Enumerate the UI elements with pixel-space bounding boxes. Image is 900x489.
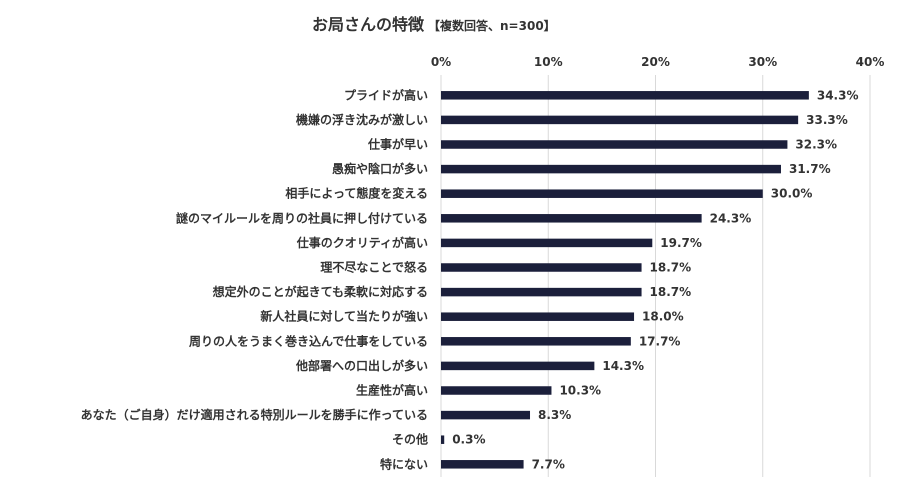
category-label: 仕事が早い [367,137,428,152]
category-label: 想定外のことが起きても柔軟に対応する [212,284,428,299]
x-tick-label: 0% [431,55,451,69]
data-label: 19.7% [660,236,702,250]
data-label: 8.3% [538,408,571,422]
bar [441,214,702,223]
category-labels: プライドが高い機嫌の浮き沈みが激しい仕事が早い愚痴や陰口が多い相手によって態度を… [81,87,428,471]
bar [441,238,653,248]
chart-subtitle: 【複数回答、n=300】 [428,18,556,33]
x-tick-label: 20% [641,55,670,69]
data-label: 0.3% [452,433,485,447]
category-label: プライドが高い [344,87,428,102]
bar [441,140,788,149]
x-axis-ticks: 0% 10% 20% 30% 40% [431,55,885,69]
bar [441,263,642,272]
x-tick-label: 40% [856,55,885,69]
value-labels: 34.3% 33.3% 32.3% 31.7% 30.0% 24.3% 19.7% 18.7%… [452,88,858,471]
bars [441,91,809,469]
category-label: 新人社員に対して当たりが強い [260,309,428,324]
category-label: 仕事のクオリティが高い [296,235,428,250]
data-label: 14.3% [602,359,644,373]
category-label: あなた（ご自身）だけ適用される特別ルールを勝手に作っている [81,407,428,422]
category-label: 理不尽なことで怒る [320,260,428,275]
data-label: 18.0% [642,310,684,324]
bar [441,312,635,321]
category-label: 特にない [380,456,428,471]
category-label: 機嫌の浮き沈みが激しい [296,112,428,127]
data-label: 34.3% [817,88,859,102]
category-label: 他部署への口出しが多い [295,358,428,373]
bar [441,460,524,469]
data-label: 18.7% [650,261,692,275]
data-label: 33.3% [806,113,848,127]
data-label: 17.7% [639,334,681,348]
chart-title-main: お局さんの特徴 [312,15,425,34]
data-label: 32.3% [795,138,837,152]
bar [441,386,552,395]
bar [441,115,799,125]
x-tick-label: 10% [534,55,563,69]
bar [441,337,631,346]
bar [441,91,809,100]
category-label: 愚痴や陰口が多い [332,161,428,176]
data-label: 24.3% [710,211,752,225]
category-label: その他 [392,432,428,447]
bar [441,410,531,420]
category-label: 謎のマイルールを周りの社員に押し付けている [176,210,428,225]
bar [441,287,642,297]
category-label: 生産性が高い [356,383,428,398]
bar [441,164,781,174]
bar [441,189,763,198]
x-tick-label: 30% [748,55,777,69]
chart-title: お局さんの特徴 【複数回答、n=300】 [312,15,556,34]
category-label: 周りの人をうまく巻き込んで仕事をしている [189,333,428,348]
data-label: 7.7% [532,457,565,471]
data-label: 18.7% [650,285,692,299]
data-label: 10.3% [559,384,601,398]
bar [441,361,595,371]
bar [441,435,445,444]
data-label: 31.7% [789,162,831,176]
category-label: 相手によって態度を変える [285,186,428,201]
data-label: 30.0% [771,187,813,201]
